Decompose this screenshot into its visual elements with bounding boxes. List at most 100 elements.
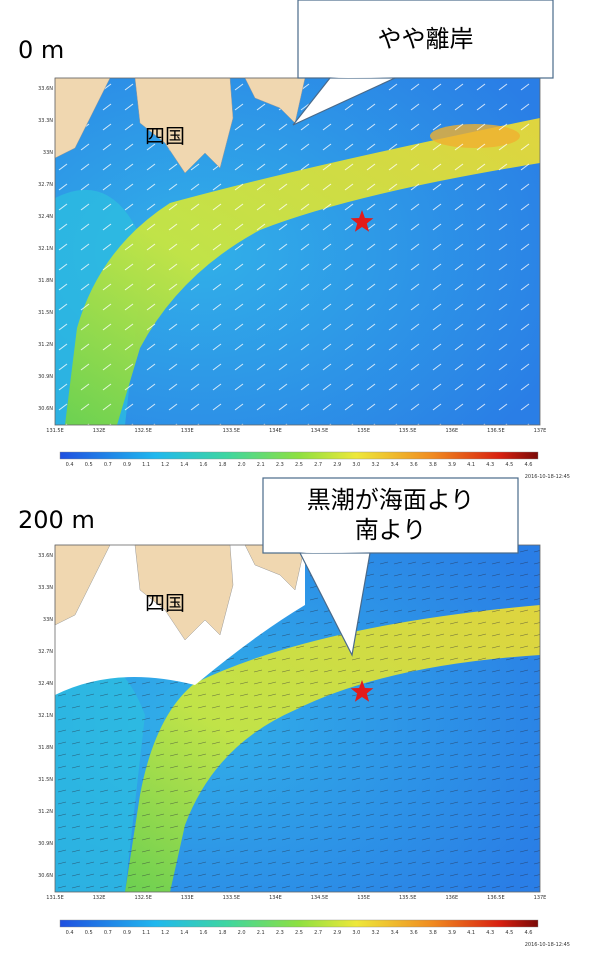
- colorbar-label: 0.5: [85, 462, 93, 468]
- lon-label: 137E: [534, 895, 547, 901]
- colorbar-label: 1.8: [219, 462, 227, 468]
- place-label: 四国: [145, 124, 185, 148]
- colorbar-label: 2.9: [333, 930, 341, 936]
- colorbar-label: 2.0: [238, 462, 246, 468]
- lon-label: 133.5E: [223, 428, 240, 434]
- lon-label: 137E: [534, 428, 547, 434]
- timestamp: 2016-10-18-12:45: [525, 942, 570, 948]
- colorbar-label: 0.5: [85, 930, 93, 936]
- place-label: 四国: [145, 591, 185, 615]
- lat-label: 32.4N: [38, 214, 53, 220]
- colorbar-label: 3.0: [352, 462, 360, 468]
- colorbar-label: 3.4: [391, 462, 399, 468]
- lat-label: 32.7N: [38, 182, 53, 188]
- colorbar-label: 4.6: [524, 462, 532, 468]
- lat-label: 33.6N: [38, 553, 53, 559]
- colorbar-label: 1.8: [219, 930, 227, 936]
- lon-label: 136.5E: [487, 428, 504, 434]
- lat-label: 32.7N: [38, 649, 53, 655]
- colorbar-label: 2.7: [314, 930, 322, 936]
- colorbar-label: 1.6: [199, 930, 207, 936]
- depth-label: 0 m: [18, 36, 64, 64]
- colorbar-label: 3.4: [391, 930, 399, 936]
- lon-label: 133.5E: [223, 895, 240, 901]
- callout-box: [262, 477, 519, 554]
- lon-label: 136E: [445, 428, 458, 434]
- lon-label: 134E: [269, 428, 282, 434]
- lon-label: 132.5E: [134, 895, 151, 901]
- lon-label: 136.5E: [487, 895, 504, 901]
- lat-label: 30.6N: [38, 406, 53, 412]
- lon-label: 136E: [445, 895, 458, 901]
- lon-label: 132.5E: [134, 428, 151, 434]
- callout-tip: [292, 77, 396, 126]
- lon-label: 135E: [357, 895, 370, 901]
- star: [350, 210, 374, 232]
- colorbar-label: 0.7: [104, 930, 112, 936]
- lon-label: 131.5E: [46, 895, 63, 901]
- colorbar-label: 2.3: [276, 462, 284, 468]
- colorbar-label: 0.9: [123, 462, 131, 468]
- lat-label: 32.1N: [38, 713, 53, 719]
- colorbar-label: 3.9: [448, 930, 456, 936]
- lon-label: 133E: [181, 895, 194, 901]
- colorbar-label: 1.2: [161, 462, 169, 468]
- colorbar-label: 0.4: [66, 462, 74, 468]
- colorbar-label: 2.5: [295, 462, 303, 468]
- lat-label: 31.5N: [38, 777, 53, 783]
- colorbar-label: 3.6: [410, 462, 418, 468]
- callout-box: [297, 0, 554, 79]
- colorbar-label: 0.7: [104, 462, 112, 468]
- lon-label: 134.5E: [311, 895, 328, 901]
- colorbar-label: 4.5: [505, 930, 513, 936]
- tip-cover: [300, 552, 370, 553]
- colorbar-label: 3.0: [352, 930, 360, 936]
- lon-label: 134.5E: [311, 428, 328, 434]
- lon-label: 133E: [181, 428, 194, 434]
- colorbar-label: 1.6: [199, 462, 207, 468]
- lon-label: 132E: [93, 895, 106, 901]
- colorbar-label: 4.1: [467, 930, 475, 936]
- colorbar-label: 2.7: [314, 462, 322, 468]
- colorbar-label: 3.6: [410, 930, 418, 936]
- lat-label: 32.1N: [38, 246, 53, 252]
- lat-label: 33.3N: [38, 585, 53, 591]
- callout-tip: [299, 552, 371, 657]
- colorbar-label: 4.3: [486, 462, 494, 468]
- depth-label: 200 m: [18, 506, 95, 534]
- lat-label: 31.2N: [38, 809, 53, 815]
- colorbar-label: 1.4: [180, 462, 188, 468]
- timestamp: 2016-10-18-12:45: [525, 474, 570, 480]
- colorbar-label: 1.1: [142, 462, 150, 468]
- shikoku: [134, 77, 234, 174]
- colorbar-label: 0.4: [66, 930, 74, 936]
- tip-cover: [330, 77, 395, 78]
- lat-label: 32.4N: [38, 681, 53, 687]
- callout-text: 南より: [355, 516, 427, 544]
- colorbar-label: 3.9: [448, 462, 456, 468]
- colorbar-label: 4.1: [467, 462, 475, 468]
- colorbar-label: 1.2: [161, 930, 169, 936]
- colorbar-label: 2.9: [333, 462, 341, 468]
- colorbar-label: 2.0: [238, 930, 246, 936]
- colorbar-label: 3.8: [429, 930, 437, 936]
- colorbar-label: 2.1: [257, 462, 265, 468]
- callout-text: 黒潮が海面より: [307, 486, 475, 514]
- colorbar: [59, 919, 539, 928]
- lat-label: 33.3N: [38, 118, 53, 124]
- colorbar-label: 1.4: [180, 930, 188, 936]
- lat-label: 30.9N: [38, 374, 53, 380]
- colorbar-label: 3.2: [372, 930, 380, 936]
- colorbar-label: 1.1: [142, 930, 150, 936]
- map: 四国 33.6N 33.3N 33N 32.7N 32.4N 32.1N 31.8N 31.5N…: [38, 544, 547, 901]
- lat-label: 33N: [43, 150, 53, 156]
- colorbar-label: 3.8: [429, 462, 437, 468]
- lon-label: 135E: [357, 428, 370, 434]
- lat-label: 33.6N: [38, 86, 53, 92]
- colorbar-label: 3.2: [372, 462, 380, 468]
- callout-text: やや離岸: [378, 25, 474, 53]
- colorbar-label: 4.3: [486, 930, 494, 936]
- lon-label: 134E: [269, 895, 282, 901]
- colorbar-label: 2.5: [295, 930, 303, 936]
